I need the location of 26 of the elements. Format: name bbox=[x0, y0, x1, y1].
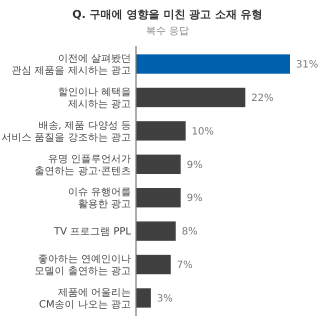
chart-subtitle: 복수 응답 bbox=[146, 26, 190, 37]
data-label: 10% bbox=[192, 126, 214, 138]
bar bbox=[136, 54, 290, 74]
bar bbox=[136, 254, 171, 274]
bar bbox=[136, 121, 186, 141]
data-label: 22% bbox=[251, 92, 274, 104]
y-tick-label: 배송, 제품 다양성 등 서비스 품질을 강조하는 광고 bbox=[1, 120, 131, 144]
y-tick-label: 좋아하는 연예인이나 모델이 출연하는 광고 bbox=[34, 254, 131, 278]
y-tick-label: 유명 인플루언서가 출연하는 광고·콘텐츠 bbox=[34, 154, 131, 177]
y-tick-label: 제품에 어울리는 CM송이 나오는 광고 bbox=[39, 287, 131, 310]
bar bbox=[136, 288, 151, 308]
bar bbox=[136, 221, 176, 241]
data-label: 8% bbox=[182, 226, 198, 238]
bar bbox=[136, 154, 181, 174]
y-tick-label: TV 프로그램 PPL bbox=[53, 226, 132, 238]
data-label: 9% bbox=[186, 160, 203, 171]
bar bbox=[136, 188, 181, 208]
data-label: 31% bbox=[296, 60, 318, 71]
data-label: 9% bbox=[186, 193, 203, 204]
y-tick-label: 이슈 유행어를 활용한 광고 bbox=[68, 187, 131, 210]
data-label: 7% bbox=[176, 260, 193, 272]
y-tick-label: 할인이나 혜택을 제시하는 광고 bbox=[58, 86, 131, 110]
bar bbox=[136, 88, 246, 108]
data-label: 3% bbox=[156, 293, 173, 304]
chart-title: Q. 구매에 영향을 미친 광고 소재 유형 bbox=[72, 8, 263, 21]
y-tick-label: 이전에 살펴봤던 관심 제품을 제시하는 광고 bbox=[11, 54, 131, 77]
